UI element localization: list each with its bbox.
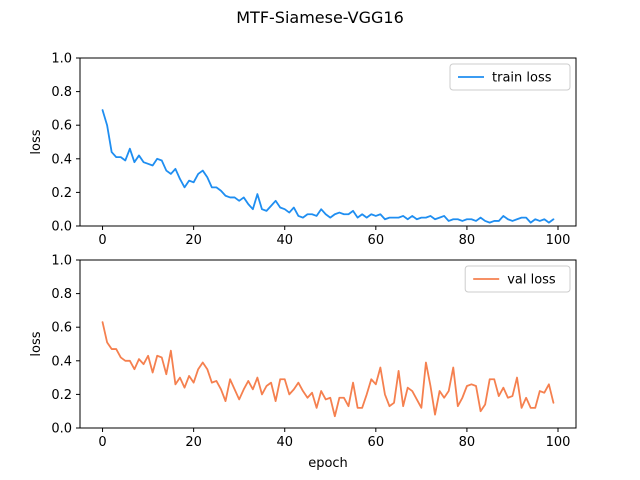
y-tick-label: 0.8: [51, 85, 72, 100]
axes-frame: [79, 259, 577, 429]
y-tick-label: 0.4: [51, 152, 72, 167]
x-tick-label: 80: [459, 435, 476, 450]
figure-title: MTF-Siamese-VGG16: [236, 8, 404, 27]
x-tick-label: 100: [546, 435, 571, 450]
val-loss-panel: 0 20 40 60 80 100 0.0 0.2 0.4 0.6 0.8 1.0 loss epoch v…: [29, 254, 577, 471]
y-tick-label: 0.8: [51, 287, 72, 302]
y-tick-label: 0.0: [51, 422, 72, 437]
axes-frame: [79, 57, 577, 227]
y-axis-label: loss: [29, 129, 44, 154]
x-tick-label: 0: [98, 233, 106, 248]
series-line-val-loss: [101, 321, 555, 418]
x-tick-label: 60: [368, 233, 385, 248]
legend-label: val loss: [507, 273, 556, 288]
train-loss-panel: 0 20 40 60 80 100 0.0 0.2 0.4 0.6 0.8 1.0 loss train …: [29, 52, 577, 248]
y-tick-label: 0.4: [51, 354, 72, 369]
x-tick-label: 80: [459, 233, 476, 248]
legend-box: [449, 63, 571, 91]
legend-box: [464, 265, 571, 293]
x-tick-label: 40: [276, 435, 293, 450]
x-axis-label: epoch: [308, 456, 348, 471]
y-axis-label: loss: [29, 331, 44, 356]
x-tick-label: 60: [368, 435, 385, 450]
x-tick-label: 0: [98, 435, 106, 450]
y-tick-label: 0.0: [51, 220, 72, 235]
y-tick-label: 1.0: [51, 52, 72, 67]
series-line-train-loss: [101, 109, 555, 224]
y-tick-label: 0.2: [51, 388, 72, 403]
x-tick-label: 100: [546, 233, 571, 248]
y-tick-label: 0.6: [51, 119, 72, 134]
x-tick-label: 40: [276, 233, 293, 248]
y-tick-label: 0.6: [51, 321, 72, 336]
legend: train loss: [449, 63, 571, 91]
legend-label: train loss: [492, 71, 552, 86]
legend: val loss: [464, 265, 571, 293]
y-tick-label: 0.2: [51, 186, 72, 201]
x-tick-label: 20: [185, 233, 202, 248]
y-tick-label: 1.0: [51, 254, 72, 269]
x-tick-label: 20: [185, 435, 202, 450]
